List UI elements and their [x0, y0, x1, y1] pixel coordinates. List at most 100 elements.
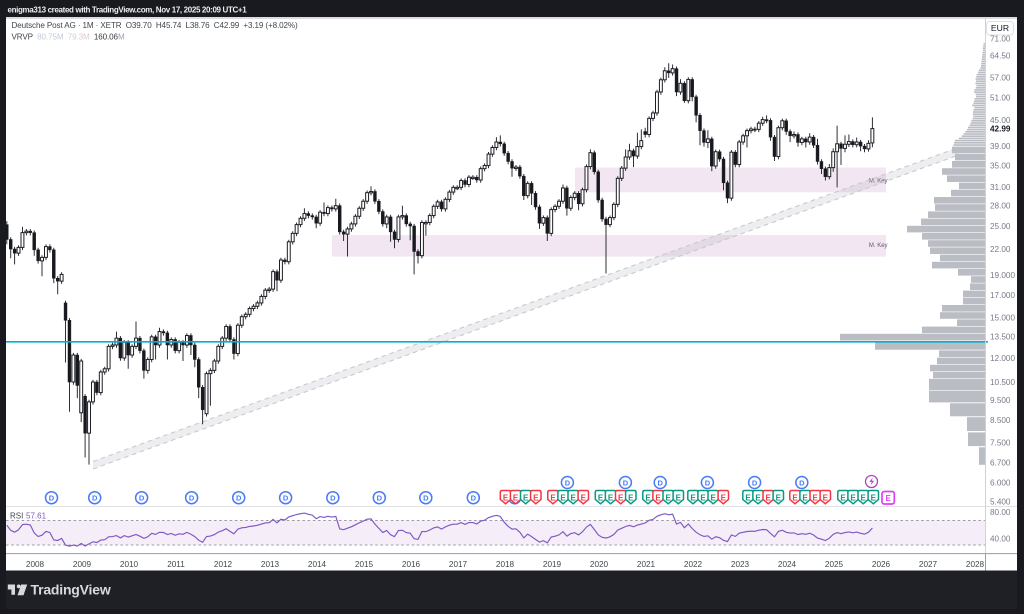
svg-text:M. Key: M. Key	[869, 179, 888, 185]
svg-text:2020: 2020	[590, 560, 609, 569]
svg-text:51.00: 51.00	[990, 94, 1011, 103]
svg-text:E: E	[655, 493, 661, 502]
svg-text:6.000: 6.000	[990, 478, 1011, 487]
svg-text:39.00: 39.00	[990, 142, 1011, 151]
svg-text:2018: 2018	[496, 560, 515, 569]
svg-text:E: E	[700, 493, 706, 502]
svg-text:E: E	[861, 493, 867, 502]
svg-text:2017: 2017	[449, 560, 468, 569]
svg-text:D: D	[330, 494, 336, 503]
svg-text:E: E	[745, 493, 751, 502]
svg-text:enigma313 created with Trading: enigma313 created with TradingView.com, …	[8, 5, 248, 14]
svg-text:E: E	[840, 493, 846, 502]
svg-text:2028: 2028	[966, 560, 985, 569]
svg-text:E: E	[533, 493, 539, 502]
svg-text:2010: 2010	[120, 560, 139, 569]
svg-text:E: E	[581, 493, 587, 502]
svg-text:E: E	[823, 493, 829, 502]
svg-text:D: D	[49, 494, 55, 503]
svg-text:35.00: 35.00	[990, 161, 1011, 170]
svg-text:40.00: 40.00	[990, 535, 1011, 544]
svg-text:E: E	[598, 493, 604, 502]
svg-text:D: D	[283, 494, 289, 503]
svg-text:2016: 2016	[402, 560, 421, 569]
svg-text:D: D	[799, 478, 805, 487]
svg-text:D: D	[657, 478, 663, 487]
svg-text:D: D	[623, 478, 629, 487]
svg-text:E: E	[503, 493, 509, 502]
svg-text:E: E	[766, 493, 772, 502]
svg-text:2009: 2009	[73, 560, 92, 569]
svg-text:D: D	[565, 478, 571, 487]
svg-text:E: E	[550, 493, 556, 502]
svg-text:71.00: 71.00	[990, 35, 1011, 44]
svg-text:E: E	[513, 493, 519, 502]
svg-text:E: E	[776, 493, 782, 502]
svg-text:E: E	[560, 493, 566, 502]
svg-text:2021: 2021	[637, 560, 656, 569]
svg-text:2013: 2013	[261, 560, 280, 569]
svg-text:EUR: EUR	[991, 23, 1009, 33]
svg-text:D: D	[189, 494, 195, 503]
svg-text:2022: 2022	[684, 560, 703, 569]
svg-text:D: D	[423, 494, 429, 503]
svg-text:2012: 2012	[214, 560, 233, 569]
svg-text:E: E	[871, 493, 877, 502]
svg-text:28.00: 28.00	[990, 202, 1011, 211]
svg-text:17.000: 17.000	[990, 291, 1015, 300]
svg-text:E: E	[571, 493, 577, 502]
svg-text:15.000: 15.000	[990, 314, 1015, 323]
svg-text:2023: 2023	[731, 560, 750, 569]
svg-text:31.00: 31.00	[990, 183, 1011, 192]
svg-text:E: E	[645, 493, 651, 502]
svg-text:2014: 2014	[308, 560, 327, 569]
svg-text:57.00: 57.00	[990, 74, 1011, 83]
svg-text:M. Key: M. Key	[869, 243, 888, 249]
svg-text:VRVP 80.75M 79.3M 160.06M: VRVP 80.75M 79.3M 160.06M	[12, 32, 125, 41]
svg-text:E: E	[813, 493, 819, 502]
svg-text:19.000: 19.000	[990, 271, 1015, 280]
svg-text:8.500: 8.500	[990, 416, 1011, 425]
svg-text:9.500: 9.500	[990, 396, 1011, 405]
svg-text:13.500: 13.500	[990, 333, 1015, 342]
svg-text:E: E	[628, 493, 634, 502]
svg-text:E: E	[755, 493, 761, 502]
svg-text:E: E	[711, 493, 717, 502]
svg-text:2019: 2019	[543, 560, 562, 569]
svg-text:D: D	[139, 494, 145, 503]
svg-text:E: E	[886, 494, 892, 503]
svg-text:E: E	[802, 493, 808, 502]
svg-text:2024: 2024	[778, 560, 797, 569]
svg-text:2008: 2008	[26, 560, 45, 569]
svg-text:E: E	[721, 493, 727, 502]
svg-text:64.50: 64.50	[990, 52, 1011, 61]
svg-text:E: E	[608, 493, 614, 502]
svg-text:Deutsche Post AG · 1M · XETR: Deutsche Post AG · 1M · XETR O39.70 H45.…	[12, 21, 298, 30]
svg-text:45.00: 45.00	[990, 116, 1011, 125]
svg-text:57.61: 57.61	[26, 512, 47, 521]
svg-text:D: D	[236, 494, 242, 503]
svg-text:E: E	[792, 493, 798, 502]
svg-text:6.700: 6.700	[990, 459, 1011, 468]
svg-text:42.99: 42.99	[990, 124, 1011, 133]
svg-text:RSI: RSI	[10, 512, 23, 521]
svg-text:12.000: 12.000	[990, 354, 1015, 363]
svg-text:2026: 2026	[872, 560, 891, 569]
svg-text:E: E	[676, 493, 682, 502]
svg-text:D: D	[92, 494, 98, 503]
svg-text:2025: 2025	[825, 560, 844, 569]
svg-text:TradingView: TradingView	[31, 582, 111, 598]
svg-text:80.00: 80.00	[990, 508, 1011, 517]
svg-text:E: E	[850, 493, 856, 502]
svg-text:7.500: 7.500	[990, 438, 1011, 447]
svg-text:10.500: 10.500	[990, 378, 1015, 387]
svg-text:2027: 2027	[919, 560, 938, 569]
svg-text:2011: 2011	[167, 560, 185, 569]
svg-text:E: E	[523, 493, 529, 502]
svg-text:22.00: 22.00	[990, 245, 1011, 254]
svg-text:2015: 2015	[355, 560, 374, 569]
svg-text:5.400: 5.400	[990, 497, 1011, 506]
svg-text:E: E	[690, 493, 696, 502]
svg-text:25.00: 25.00	[990, 222, 1011, 231]
svg-text:D: D	[377, 494, 383, 503]
